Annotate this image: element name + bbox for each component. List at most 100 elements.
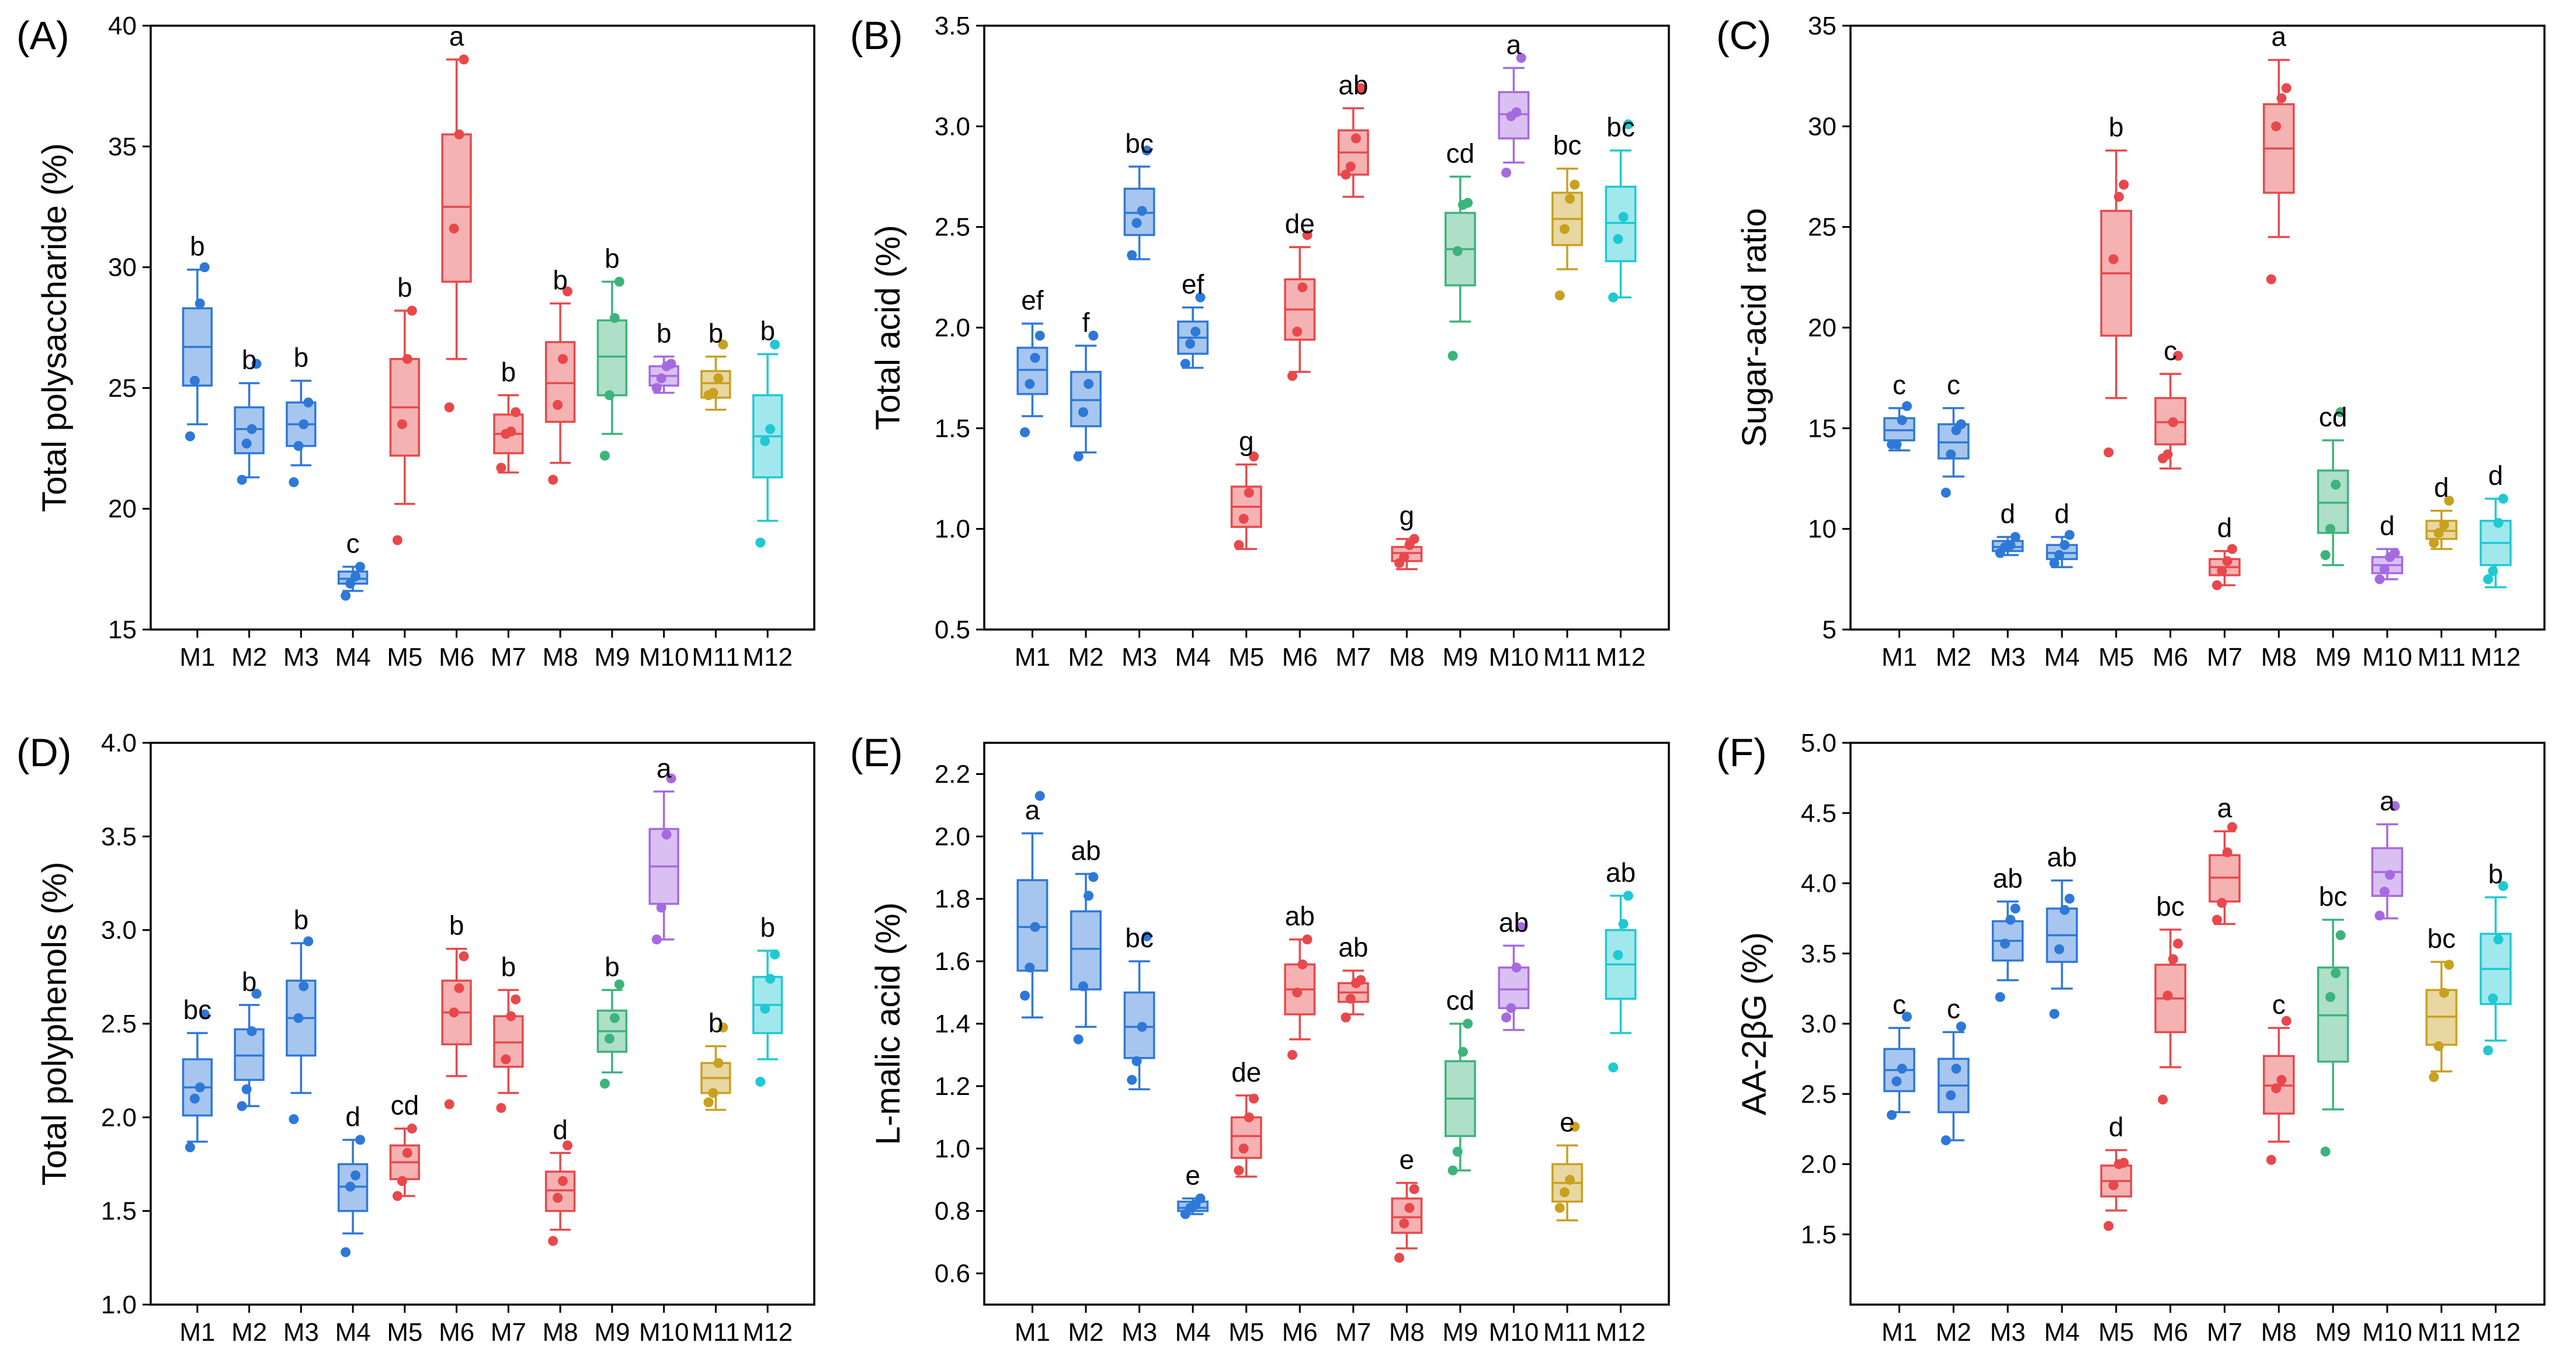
x-tick-label: M1: [1015, 1318, 1050, 1347]
data-point: [563, 286, 573, 297]
y-tick-label: 3.0: [1801, 1010, 1836, 1038]
y-tick-label: 1.5: [101, 1197, 137, 1226]
box-M4: d: [2046, 498, 2078, 568]
data-point: [289, 477, 299, 488]
data-point: [195, 1082, 205, 1093]
data-point: [1608, 1062, 1619, 1073]
x-tick-label: M7: [2207, 643, 2242, 672]
data-point: [1891, 1076, 1902, 1087]
box-M9: cd: [1444, 138, 1476, 361]
box-M5: cd: [389, 1090, 421, 1201]
significance-label: c: [1893, 370, 1906, 400]
x-tick-label: M9: [2315, 643, 2351, 672]
data-point: [293, 441, 304, 451]
data-point: [2049, 558, 2060, 568]
data-point: [444, 1099, 454, 1110]
data-point: [1302, 230, 1313, 240]
iqr-box: [544, 341, 576, 423]
significance-label: c: [1947, 993, 1960, 1024]
significance-label: de: [1231, 1057, 1261, 1087]
data-point: [755, 537, 766, 548]
data-point: [2320, 1146, 2331, 1157]
data-point: [303, 936, 314, 947]
data-point: [1084, 379, 1094, 390]
significance-label: ef: [1182, 269, 1204, 300]
data-point: [553, 399, 563, 410]
data-point: [2173, 350, 2183, 361]
data-point: [1897, 415, 1907, 426]
y-tick-label: 20: [1808, 314, 1836, 342]
data-point: [345, 1181, 356, 1192]
data-point: [1951, 1063, 1961, 1074]
x-tick-label: M11: [692, 1318, 740, 1347]
box-M6: bc: [2154, 891, 2186, 1105]
box-M11: e: [1551, 1107, 1583, 1222]
x-tick-label: M10: [639, 643, 689, 672]
x-tick-label: M1: [1015, 643, 1050, 672]
significance-label: b: [449, 910, 464, 941]
box-M7: b: [493, 951, 524, 1113]
y-tick-label: 0.8: [935, 1197, 970, 1226]
data-point: [1297, 282, 1308, 293]
box-M6: a: [441, 21, 472, 412]
x-tick-label: M6: [2153, 643, 2188, 672]
x-tick-label: M3: [1122, 643, 1157, 672]
y-tick-label: 15: [108, 616, 137, 644]
data-point: [1248, 451, 1259, 462]
y-axis-title: Sugar-acid ratio: [1735, 208, 1773, 447]
data-point: [651, 934, 662, 945]
data-point: [1020, 990, 1030, 1001]
data-point: [1127, 1075, 1137, 1085]
data-point: [2429, 538, 2439, 548]
data-point: [1297, 959, 1308, 969]
data-point: [1608, 292, 1619, 302]
x-tick-label: M5: [387, 643, 422, 672]
plot-frame: [150, 25, 815, 631]
panel-letter: (D): [16, 731, 71, 775]
significance-label: ab: [1993, 863, 2023, 893]
data-point: [1244, 488, 1254, 498]
x-tick-label: M9: [2315, 1318, 2351, 1347]
significance-label: d: [2109, 1111, 2124, 1142]
y-tick-label: 1.6: [935, 947, 970, 976]
y-tick-label: 0.6: [935, 1260, 970, 1288]
data-point: [2049, 1009, 2060, 1019]
box-M9: bc: [2317, 881, 2349, 1157]
x-tick-label: M8: [2261, 1318, 2297, 1347]
box-M6: b: [441, 910, 472, 1110]
y-tick-label: 40: [108, 12, 137, 40]
data-point: [703, 1097, 714, 1108]
data-point: [770, 339, 780, 350]
data-point: [341, 590, 351, 601]
chart-panel-5: (E) L-malic acid (%) 0.6 0.8 1.0 1.2 1.4 1.6 1.8…: [850, 731, 1670, 1347]
y-tick-label: 1.0: [935, 1135, 970, 1163]
data-point: [402, 1148, 412, 1158]
significance-label: a: [657, 753, 672, 783]
data-point: [1292, 988, 1303, 998]
data-point: [2276, 1075, 2287, 1085]
x-tick-label: M5: [1228, 643, 1264, 672]
significance-label: b: [657, 318, 672, 349]
data-point: [237, 1101, 247, 1111]
data-point: [1554, 1202, 1565, 1213]
data-point: [1234, 540, 1244, 550]
panel-letter: (E): [850, 731, 903, 775]
data-point: [2000, 938, 2011, 949]
data-point: [2433, 528, 2444, 538]
box-M12: bc: [1605, 112, 1637, 302]
data-point: [1613, 234, 1623, 244]
box-M3: d: [1991, 498, 2024, 558]
y-tick-label: 3.5: [1801, 940, 1836, 968]
y-tick-label: 2.2: [935, 760, 970, 788]
data-point: [1463, 197, 1473, 208]
data-point: [2158, 1094, 2168, 1105]
y-tick-label: 25: [1808, 213, 1836, 242]
significance-label: g: [1400, 500, 1415, 531]
box-M5: de: [1230, 1057, 1262, 1178]
iqr-box: [1498, 966, 1530, 1010]
significance-label: d: [2488, 460, 2504, 491]
data-point: [1887, 1110, 1897, 1120]
data-point: [1020, 427, 1030, 437]
box-M4: ab: [2046, 842, 2078, 1019]
significance-label: a: [1025, 795, 1040, 825]
